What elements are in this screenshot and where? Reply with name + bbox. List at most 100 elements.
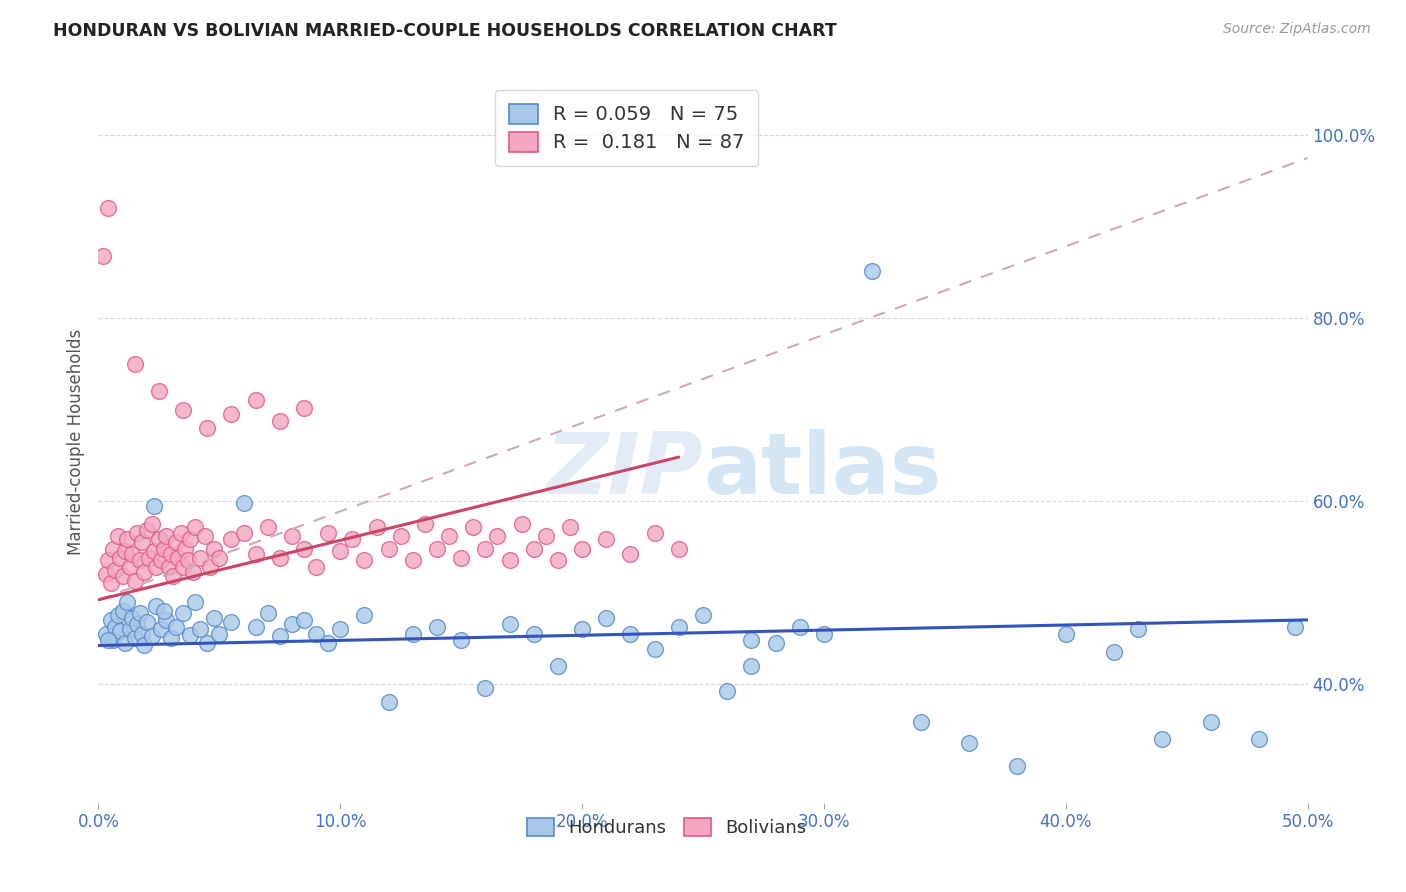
Point [157,559,180,574]
Point [97,202,120,216]
Point [510,516,533,531]
Point [188,622,211,636]
Point [619,626,641,640]
Point [155,529,177,543]
Point [134,566,156,580]
Point [165,620,187,634]
Point [232,496,254,510]
Point [195,421,218,435]
Point [1128,622,1150,636]
Point [281,529,304,543]
Point [152,604,174,618]
Point [97,632,120,647]
Point [547,553,569,567]
Point [179,628,201,642]
Point [143,544,166,558]
Point [121,547,143,561]
Point [342,533,364,547]
Point [174,541,197,556]
Point [402,553,425,567]
Point [148,384,170,399]
Point [1007,759,1029,773]
Point [450,550,472,565]
Point [245,393,267,408]
Point [366,519,388,533]
Point [108,550,131,565]
Point [108,624,131,638]
Point [107,608,129,623]
Y-axis label: Married-couple Households: Married-couple Households [66,328,84,555]
Point [1199,715,1222,730]
Point [571,541,593,556]
Point [232,526,254,541]
Point [141,629,163,643]
Point [94,567,117,582]
Point [145,599,167,614]
Point [208,626,231,640]
Point [169,526,191,541]
Point [127,617,149,632]
Point [124,357,146,371]
Point [474,681,496,696]
Point [256,606,278,620]
Point [292,613,315,627]
Point [91,249,114,263]
Point [1102,645,1125,659]
Point [104,620,127,634]
Point [172,606,194,620]
Point [194,529,217,543]
Point [1054,626,1077,640]
Point [813,626,835,640]
Point [644,526,666,541]
Point [111,569,134,583]
Point [463,519,485,533]
Point [437,529,460,543]
Point [256,519,278,533]
Point [523,626,546,640]
Text: HONDURAN VS BOLIVIAN MARRIED-COUPLE HOUSEHOLDS CORRELATION CHART: HONDURAN VS BOLIVIAN MARRIED-COUPLE HOUS… [53,22,837,40]
Point [127,526,149,541]
Point [426,541,449,556]
Point [523,541,546,556]
Point [269,413,291,427]
Point [305,626,328,640]
Point [668,620,690,634]
Point [413,516,436,531]
Point [141,516,163,531]
Point [377,541,399,556]
Point [486,529,509,543]
Point [160,547,183,561]
Point [150,622,173,636]
Point [595,611,617,625]
Point [128,606,150,620]
Point [155,613,177,627]
Point [316,636,339,650]
Point [111,604,134,618]
Point [860,263,883,277]
Point [644,642,666,657]
Point [269,550,291,565]
Point [104,563,127,577]
Point [221,407,243,421]
Point [208,550,231,565]
Text: ZIP: ZIP [546,429,703,512]
Point [910,715,932,730]
Point [450,632,472,647]
Point [498,617,520,632]
Point [789,620,811,634]
Point [118,559,141,574]
Point [292,541,315,556]
Point [135,615,157,629]
Point [716,684,738,698]
Point [534,529,557,543]
Point [245,547,267,561]
Point [167,550,190,565]
Point [143,499,166,513]
Point [571,622,593,636]
Point [204,541,226,556]
Point [269,629,291,643]
Point [595,533,617,547]
Point [148,533,170,547]
Point [160,631,183,645]
Point [558,519,581,533]
